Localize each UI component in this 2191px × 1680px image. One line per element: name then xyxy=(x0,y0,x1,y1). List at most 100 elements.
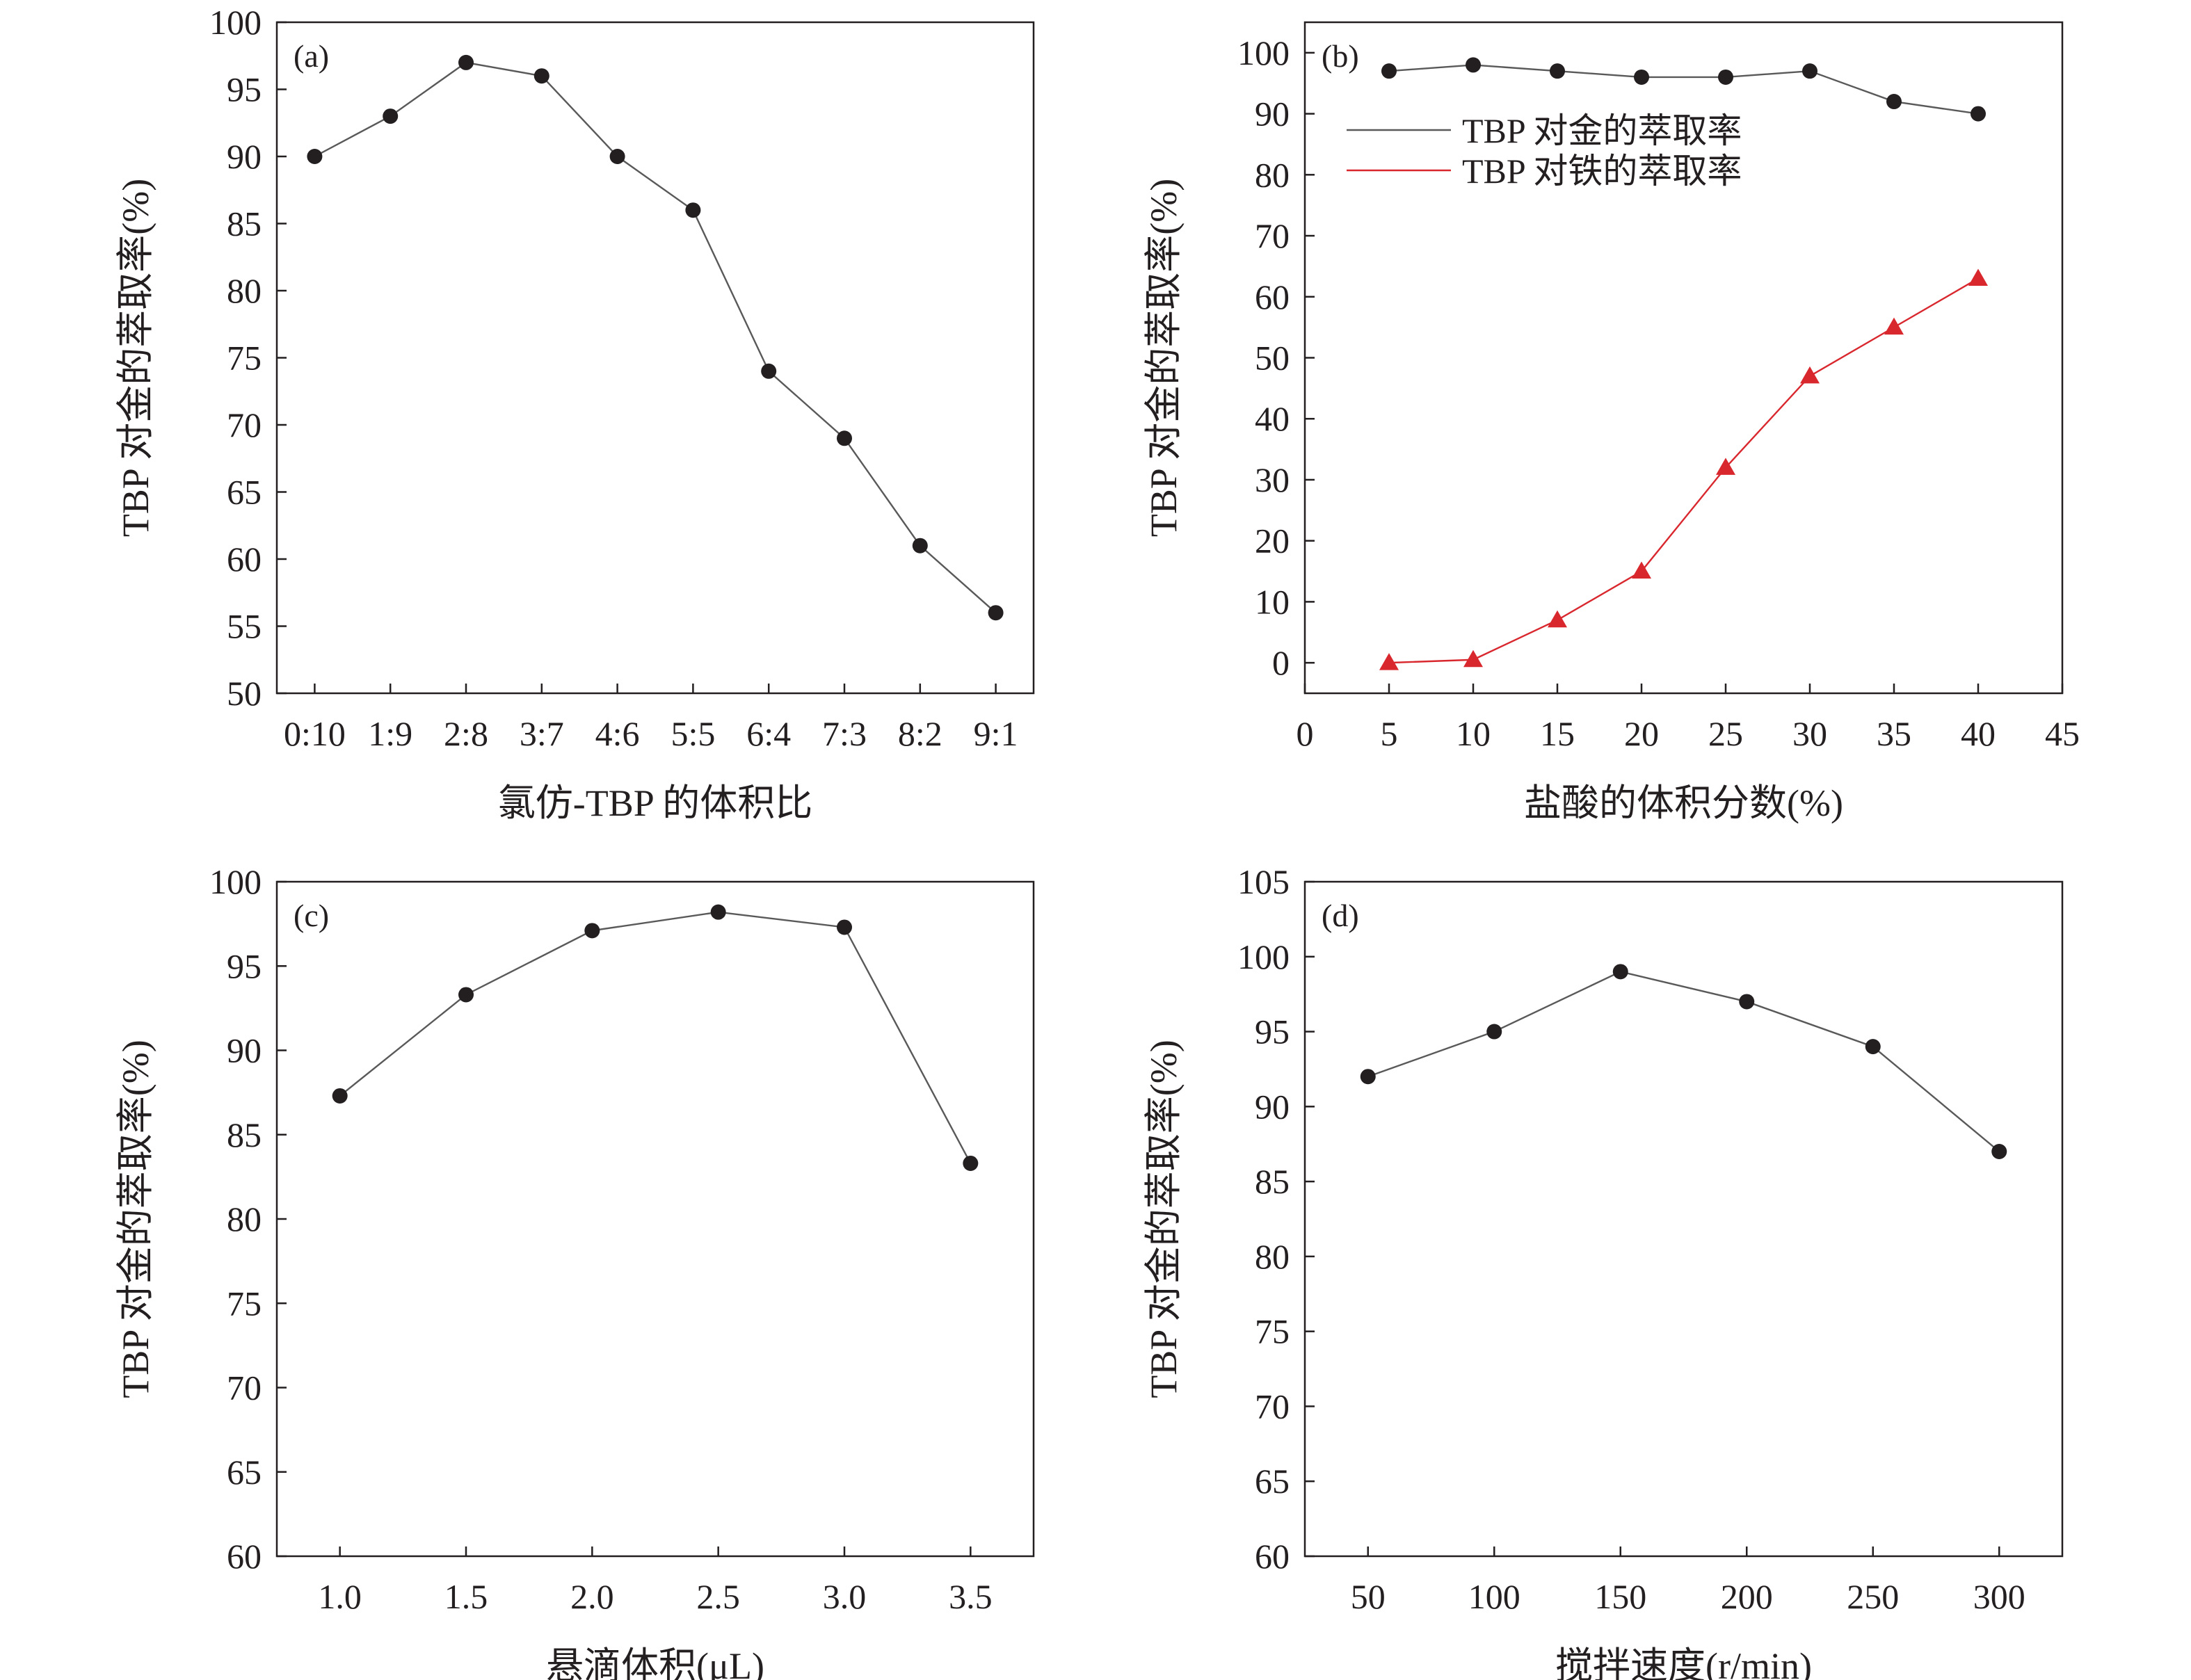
y-tick-label: 80 xyxy=(227,271,262,310)
y-tick-label: 65 xyxy=(1255,1462,1290,1501)
series-line-1 xyxy=(1367,971,2000,1152)
x-tick-label: 20 xyxy=(1624,714,1659,753)
y-tick-label: 90 xyxy=(1255,1087,1290,1126)
y-tick-label: 80 xyxy=(1255,1237,1290,1276)
y-tick-label: 75 xyxy=(227,339,262,378)
y-tick-label: 85 xyxy=(1255,1162,1290,1201)
data-point xyxy=(1360,1069,1376,1085)
data-point xyxy=(1886,94,1902,110)
y-tick-label: 10 xyxy=(1255,582,1290,621)
x-tick-label: 45 xyxy=(2045,714,2080,753)
data-point xyxy=(1968,268,1988,286)
y-axis-label: TBP 对金的萃取率(%) xyxy=(1143,179,1185,537)
chart-panel-a: 50 55 60 65 70 75 80 85 90 95 100 0:10 1:9 2:8 3:7 4:6 5… xyxy=(115,3,1035,824)
x-tick-label: 4:6 xyxy=(595,714,640,753)
plot-frame xyxy=(275,880,1035,1558)
y-tick-label: 60 xyxy=(227,540,262,579)
x-tick-label: 6:4 xyxy=(746,714,791,753)
y-tick-label: 95 xyxy=(227,946,262,985)
data-point xyxy=(1800,366,1820,384)
x-tick-label: 10 xyxy=(1456,714,1491,753)
data-point xyxy=(307,149,323,164)
data-point xyxy=(1463,649,1483,668)
y-tick-label: 85 xyxy=(227,204,262,243)
y-tick-label: 30 xyxy=(1255,460,1290,499)
x-tick-label: 1.0 xyxy=(318,1577,362,1616)
x-tick-label: 200 xyxy=(1721,1577,1773,1616)
data-point xyxy=(1486,1024,1502,1040)
data-point xyxy=(1550,63,1565,79)
y-tick-label: 90 xyxy=(227,1031,262,1070)
x-tick-label: 40 xyxy=(1961,714,1996,753)
data-point xyxy=(988,605,1004,621)
y-tick-label: 90 xyxy=(1255,95,1290,134)
y-tick-label: 95 xyxy=(227,70,262,109)
data-point xyxy=(458,54,474,70)
y-tick-label: 65 xyxy=(227,473,262,512)
y-tick-label: 70 xyxy=(227,1368,262,1407)
data-point xyxy=(1466,57,1481,73)
y-tick-label: 60 xyxy=(1255,277,1290,316)
chart-panel-d: 60 65 70 75 80 85 90 95 100 105 50 100 150 200 250 300 搅… xyxy=(1143,862,2064,1680)
data-point xyxy=(1802,63,1817,79)
x-tick-label: 3.0 xyxy=(823,1577,867,1616)
data-point xyxy=(1884,317,1904,335)
x-tick-label: 0 xyxy=(1297,714,1314,753)
series-line-1 xyxy=(339,911,972,1164)
y-axis-label: TBP 对金的萃取率(%) xyxy=(115,1040,156,1398)
x-tick-label: 3.5 xyxy=(949,1577,993,1616)
x-tick-label: 15 xyxy=(1540,714,1575,753)
data-point xyxy=(837,919,852,935)
panel-label: (d) xyxy=(1322,898,1359,933)
data-point xyxy=(1632,561,1651,579)
x-tick-label: 2.5 xyxy=(696,1577,740,1616)
data-point xyxy=(837,430,852,446)
data-point xyxy=(1716,458,1735,475)
data-point xyxy=(685,202,701,218)
x-tick-label: 150 xyxy=(1594,1577,1646,1616)
y-tick-label: 70 xyxy=(227,405,262,444)
legend-entry: TBP 对金的萃取率 xyxy=(1462,111,1742,150)
series-line-1 xyxy=(314,61,997,614)
x-tick-label: 3:7 xyxy=(520,714,564,753)
y-tick-label: 70 xyxy=(1255,1387,1290,1425)
data-point xyxy=(761,363,777,379)
y-tick-label: 60 xyxy=(227,1537,262,1576)
x-tick-label: 100 xyxy=(1468,1577,1520,1616)
x-tick-label: 50 xyxy=(1351,1577,1386,1616)
x-axis-label: 氯仿-TBP 的体积比 xyxy=(498,782,813,824)
x-tick-label: 0:10 xyxy=(284,714,346,753)
y-tick-label: 50 xyxy=(227,674,262,713)
y-tick-label: 100 xyxy=(1237,937,1290,976)
data-point xyxy=(1612,964,1628,980)
x-tick-label: 8:2 xyxy=(898,714,942,753)
y-tick-label: 0 xyxy=(1272,643,1290,682)
y-tick-label: 75 xyxy=(1255,1312,1290,1351)
plot-frame xyxy=(1303,880,2064,1558)
data-point xyxy=(458,987,474,1003)
y-axis-label: TBP 对金的萃取率(%) xyxy=(1143,1040,1185,1398)
data-point xyxy=(1381,63,1397,79)
chart-panel-c: 60 65 70 75 80 85 90 95 100 1.0 1.5 2.0 2.5 3.0 3.5 悬滴体… xyxy=(115,862,1035,1680)
data-point xyxy=(1548,610,1567,628)
data-point xyxy=(332,1088,348,1104)
series-line-2 xyxy=(1388,277,1979,664)
legend-entry: TBP 对铁的萃取率 xyxy=(1462,152,1742,191)
y-tick-label: 40 xyxy=(1255,399,1290,438)
y-tick-label: 90 xyxy=(227,137,262,176)
y-tick-label: 100 xyxy=(209,3,262,42)
data-point xyxy=(383,108,399,124)
x-tick-label: 2:8 xyxy=(444,714,488,753)
y-tick-label: 60 xyxy=(1255,1537,1290,1576)
data-point xyxy=(1865,1039,1881,1055)
data-point xyxy=(963,1155,979,1171)
data-point xyxy=(1379,653,1399,670)
y-tick-label: 80 xyxy=(227,1200,262,1238)
x-axis-label: 搅拌速度(r/min) xyxy=(1555,1645,1812,1680)
y-tick-label: 75 xyxy=(227,1284,262,1323)
y-tick-label: 70 xyxy=(1255,216,1290,255)
y-tick-label: 20 xyxy=(1255,522,1290,560)
y-tick-label: 50 xyxy=(1255,339,1290,378)
